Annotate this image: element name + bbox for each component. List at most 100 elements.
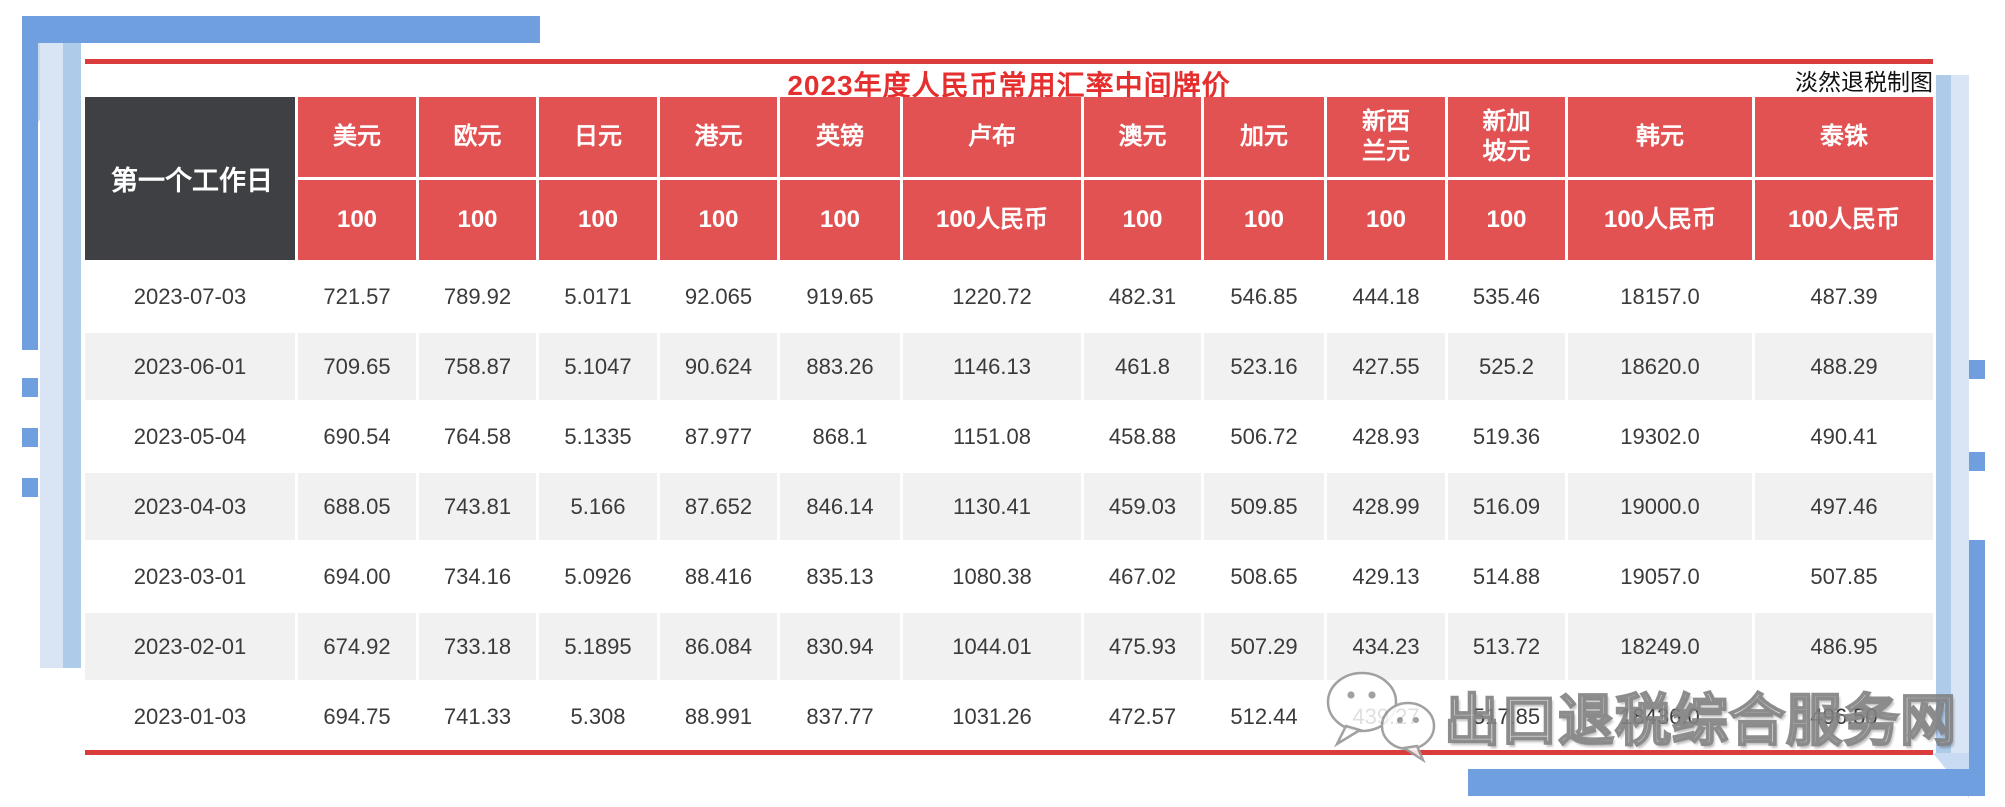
rate-cell: 88.416 — [660, 543, 777, 610]
date-cell: 2023-03-01 — [85, 543, 295, 610]
rate-cell: 90.624 — [660, 333, 777, 400]
rate-cell: 709.65 — [298, 333, 416, 400]
rate-cell: 835.13 — [780, 543, 900, 610]
rate-cell: 5.1047 — [539, 333, 657, 400]
rate-cell: 5.1335 — [539, 403, 657, 470]
rate-cell: 19057.0 — [1568, 543, 1752, 610]
deco-right-ribbon-bar — [1969, 540, 1985, 796]
date-cell: 2023-05-04 — [85, 403, 295, 470]
rate-cell: 467.02 — [1084, 543, 1201, 610]
rate-cell: 475.93 — [1084, 613, 1201, 680]
unit-header-cell: 100 — [1084, 180, 1201, 260]
rate-cell: 18157.0 — [1568, 263, 1752, 330]
rate-cell: 523.16 — [1204, 333, 1324, 400]
rate-cell: 1080.38 — [903, 543, 1081, 610]
unit-header-cell: 100人民币 — [903, 180, 1081, 260]
rate-cell: 19302.0 — [1568, 403, 1752, 470]
rate-cell: 486.95 — [1755, 613, 1933, 680]
rate-cell: 5.0926 — [539, 543, 657, 610]
rate-cell: 496.50 — [1755, 683, 1933, 750]
date-cell: 2023-04-03 — [85, 473, 295, 540]
rate-cell: 734.16 — [419, 543, 536, 610]
rate-cell: 507.85 — [1755, 543, 1933, 610]
date-cell: 2023-07-03 — [85, 263, 295, 330]
deco-right-strip-light — [1951, 75, 1969, 755]
top-red-rule — [85, 59, 1933, 64]
rate-cell: 514.88 — [1448, 543, 1565, 610]
rate-cell: 546.85 — [1204, 263, 1324, 330]
deco-top-ribbon-bar — [28, 16, 540, 43]
unit-header-cell: 100 — [1448, 180, 1565, 260]
rate-cell: 87.977 — [660, 403, 777, 470]
rate-cell: 830.94 — [780, 613, 900, 680]
rate-cell: 427.55 — [1327, 333, 1445, 400]
rate-cell: 461.8 — [1084, 333, 1201, 400]
currency-header-cell: 港元 — [660, 97, 777, 177]
rate-cell: 1044.01 — [903, 613, 1081, 680]
currency-header-cell: 泰铢 — [1755, 97, 1933, 177]
date-cell: 2023-06-01 — [85, 333, 295, 400]
rate-cell: 837.77 — [780, 683, 900, 750]
rate-cell: 519.36 — [1448, 403, 1565, 470]
rate-cell: 18436.0 — [1568, 683, 1752, 750]
currency-header-cell: 新加 坡元 — [1448, 97, 1565, 177]
rate-cell: 1151.08 — [903, 403, 1081, 470]
rate-cell: 741.33 — [419, 683, 536, 750]
unit-header-cell: 100 — [1204, 180, 1324, 260]
unit-header-cell: 100 — [419, 180, 536, 260]
rate-cell: 18620.0 — [1568, 333, 1752, 400]
rate-cell: 506.72 — [1204, 403, 1324, 470]
rate-cell: 694.75 — [298, 683, 416, 750]
rate-cell: 5.1895 — [539, 613, 657, 680]
rate-cell: 497.46 — [1755, 473, 1933, 540]
rate-cell: 429.13 — [1327, 543, 1445, 610]
rate-cell: 789.92 — [419, 263, 536, 330]
rate-cell: 86.084 — [660, 613, 777, 680]
rate-cell: 688.05 — [298, 473, 416, 540]
deco-right-strip-mid — [1936, 75, 1951, 755]
rate-cell: 428.99 — [1327, 473, 1445, 540]
deco-left-square — [22, 478, 38, 497]
watermark-text: 出口退税综合服务网 — [1443, 688, 1957, 753]
deco-left-strip-mid — [63, 43, 81, 668]
rate-cell: 458.88 — [1084, 403, 1201, 470]
unit-header-cell: 100人民币 — [1755, 180, 1933, 260]
rate-cell: 5.308 — [539, 683, 657, 750]
deco-right-square — [1969, 452, 1985, 471]
deco-left-square — [22, 428, 38, 447]
unit-header-cell: 100 — [1327, 180, 1445, 260]
rate-cell: 1031.26 — [903, 683, 1081, 750]
unit-header-cell: 100 — [780, 180, 900, 260]
rate-cell: 18249.0 — [1568, 613, 1752, 680]
currency-header-cell: 澳元 — [1084, 97, 1201, 177]
currency-header-cell: 新西 兰元 — [1327, 97, 1445, 177]
unit-header-cell: 100 — [298, 180, 416, 260]
rate-cell: 721.57 — [298, 263, 416, 330]
deco-left-ribbon-bar — [22, 16, 38, 350]
rate-cell: 482.31 — [1084, 263, 1201, 330]
rate-cell: 444.18 — [1327, 263, 1445, 330]
deco-left-strip-light — [40, 43, 63, 668]
rate-cell: 733.18 — [419, 613, 536, 680]
corner-header-cell: 第一个工作日 — [85, 97, 295, 260]
rate-cell: 19000.0 — [1568, 473, 1752, 540]
rate-cell: 883.26 — [780, 333, 900, 400]
rate-cell: 743.81 — [419, 473, 536, 540]
date-cell: 2023-02-01 — [85, 613, 295, 680]
unit-header-cell: 100 — [539, 180, 657, 260]
currency-header-cell: 美元 — [298, 97, 416, 177]
rate-cell: 87.652 — [660, 473, 777, 540]
rate-cell: 5.0171 — [539, 263, 657, 330]
rate-cell: 1130.41 — [903, 473, 1081, 540]
rate-cell: 490.41 — [1755, 403, 1933, 470]
rate-cell: 525.2 — [1448, 333, 1565, 400]
rate-cell: 1220.72 — [903, 263, 1081, 330]
rate-cell: 488.29 — [1755, 333, 1933, 400]
rate-cell: 535.46 — [1448, 263, 1565, 330]
rate-cell: 516.09 — [1448, 473, 1565, 540]
rate-cell: 512.44 — [1204, 683, 1324, 750]
wechat-bubbles-icon — [1326, 671, 1436, 764]
rate-cell: 428.93 — [1327, 403, 1445, 470]
rate-cell: 92.065 — [660, 263, 777, 330]
